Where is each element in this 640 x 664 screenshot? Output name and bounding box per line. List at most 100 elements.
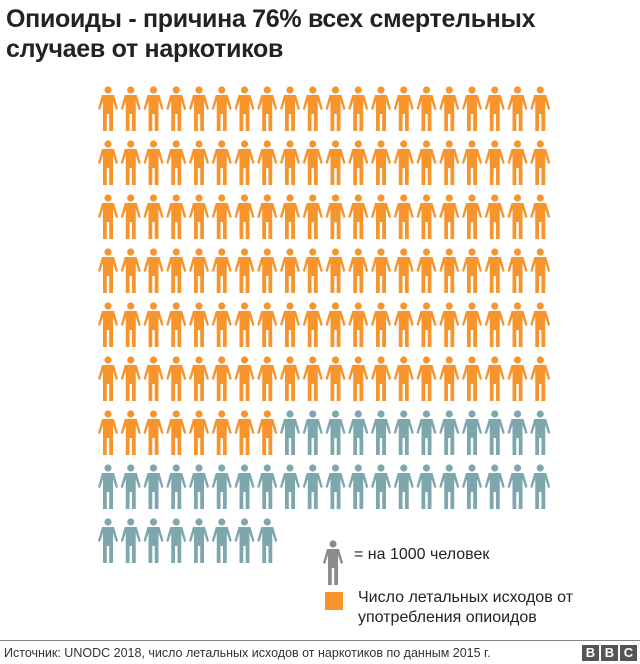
person-icon-opioid — [257, 302, 278, 347]
person-icon-opioid — [325, 302, 346, 347]
person-icon-other — [120, 518, 141, 563]
person-icon-opioid — [393, 140, 414, 185]
person-icon-opioid — [462, 140, 482, 185]
person-icon-opioid — [530, 194, 551, 239]
person-icon-opioid — [302, 356, 323, 401]
person-icon-opioid — [302, 248, 323, 293]
person-icon-other — [143, 464, 164, 509]
person-icon-opioid — [166, 302, 187, 347]
person-icon-opioid — [348, 194, 369, 239]
legend-swatch-opioids — [325, 592, 343, 610]
person-icon-opioid — [143, 356, 164, 401]
person-icon-opioid — [371, 356, 391, 401]
person-icon-opioid — [189, 302, 209, 347]
person-icon-opioid — [280, 194, 300, 239]
footer-divider — [0, 640, 640, 641]
person-icon-opioid — [530, 302, 551, 347]
person-icon-opioid — [530, 248, 551, 293]
person-icon-opioid — [393, 86, 414, 131]
person-icon-other — [302, 410, 323, 455]
person-icon-opioid — [348, 356, 369, 401]
person-icon-opioid — [120, 86, 141, 131]
person-icon-opioid — [120, 194, 141, 239]
person-icon-other — [484, 410, 505, 455]
person-icon-other — [302, 464, 323, 509]
person-icon-opioid — [234, 86, 255, 131]
person-icon-other — [211, 464, 232, 509]
person-icon-opioid — [211, 140, 232, 185]
person-icon-opioid — [416, 356, 437, 401]
person-icon — [323, 540, 343, 585]
person-icon-opioid — [120, 410, 141, 455]
person-icon-other — [166, 464, 187, 509]
person-icon-other — [530, 410, 551, 455]
person-icon-opioid — [143, 410, 164, 455]
person-icon-opioid — [234, 194, 255, 239]
person-icon-other — [348, 464, 369, 509]
person-icon-other — [462, 410, 482, 455]
person-icon-other — [234, 464, 255, 509]
person-icon-opioid — [143, 194, 164, 239]
person-icon-opioid — [120, 302, 141, 347]
person-icon-opioid — [166, 356, 187, 401]
person-icon-opioid — [439, 302, 460, 347]
person-icon-opioid — [371, 140, 391, 185]
person-icon-opioid — [462, 86, 482, 131]
person-icon-other — [98, 518, 118, 563]
person-icon-opioid — [302, 302, 323, 347]
person-icon-opioid — [393, 194, 414, 239]
person-icon-opioid — [325, 248, 346, 293]
person-icon-opioid — [507, 194, 528, 239]
person-icon-opioid — [189, 194, 209, 239]
person-icon-opioid — [484, 86, 505, 131]
person-icon-opioid — [189, 140, 209, 185]
person-icon-opioid — [507, 86, 528, 131]
person-icon-opioid — [143, 140, 164, 185]
person-icon-opioid — [189, 356, 209, 401]
person-icon-opioid — [98, 248, 118, 293]
person-icon-opioid — [462, 194, 482, 239]
person-icon-opioid — [371, 86, 391, 131]
person-icon-other — [507, 464, 528, 509]
person-icon-other — [280, 464, 300, 509]
person-icon-opioid — [166, 86, 187, 131]
person-icon-other — [280, 410, 300, 455]
person-icon-other — [98, 464, 118, 509]
person-icon-other — [120, 464, 141, 509]
person-icon-other — [143, 518, 164, 563]
bbc-logo-letter: B — [601, 645, 618, 661]
person-icon-opioid — [302, 86, 323, 131]
person-icon-opioid — [189, 86, 209, 131]
person-icon-other — [530, 464, 551, 509]
person-icon-other — [371, 464, 391, 509]
person-icon-opioid — [348, 248, 369, 293]
person-icon-opioid — [166, 194, 187, 239]
person-icon-other — [371, 410, 391, 455]
person-icon-opioid — [211, 410, 232, 455]
person-icon-other — [393, 410, 414, 455]
person-icon-other — [416, 410, 437, 455]
person-icon-opioid — [234, 410, 255, 455]
person-icon-opioid — [189, 248, 209, 293]
bbc-logo: B B C — [582, 645, 637, 661]
legend-series-label: Число летальных исходов от употребления … — [358, 589, 574, 626]
person-icon-opioid — [280, 140, 300, 185]
person-icon-other — [166, 518, 187, 563]
person-icon-opioid — [371, 248, 391, 293]
bbc-logo-letter: C — [620, 645, 637, 661]
person-icon-opioid — [280, 302, 300, 347]
person-icon-opioid — [393, 356, 414, 401]
person-icon-opioid — [143, 86, 164, 131]
person-icon-opioid — [439, 140, 460, 185]
person-icon-other — [462, 464, 482, 509]
person-icon-other — [325, 410, 346, 455]
person-icon-opioid — [393, 248, 414, 293]
person-icon-opioid — [280, 248, 300, 293]
person-icon-opioid — [507, 140, 528, 185]
person-icon-other — [348, 410, 369, 455]
person-icon-opioid — [98, 86, 118, 131]
person-icon-other — [416, 464, 437, 509]
person-icon-other — [257, 464, 278, 509]
person-icon-other — [257, 518, 278, 563]
person-icon-other — [325, 464, 346, 509]
